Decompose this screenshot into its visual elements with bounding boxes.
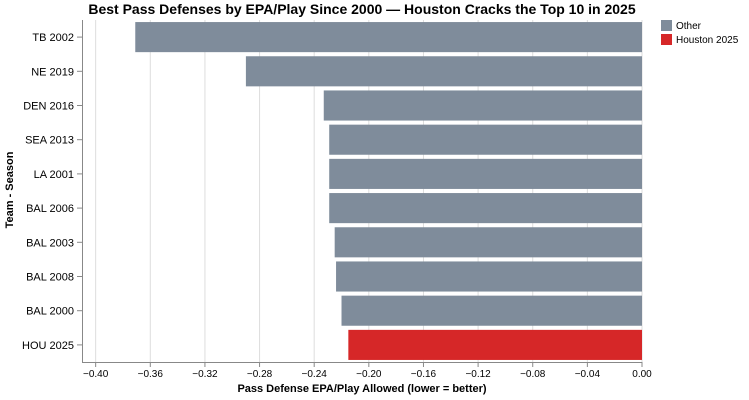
legend: Other Houston 2025 [661, 20, 739, 46]
y-tick-label: HOU 2025 [22, 340, 74, 352]
y-tick-label: DEN 2016 [23, 101, 74, 113]
x-tick-label: −0.08 [520, 369, 546, 380]
legend-label: Houston 2025 [676, 35, 739, 46]
y-tick-label: LA 2001 [34, 169, 74, 181]
x-axis-title: Pass Defense EPA/Play Allowed (lower = b… [237, 383, 486, 395]
x-tick-label: 0.00 [632, 369, 652, 380]
chart-title: Best Pass Defenses by EPA/Play Since 200… [88, 1, 635, 17]
x-tick-label: −0.28 [247, 369, 273, 380]
legend-swatch [661, 20, 672, 31]
x-tick-label: −0.32 [192, 369, 218, 380]
x-tick-label: −0.12 [465, 369, 491, 380]
x-tick-label: −0.24 [302, 369, 328, 380]
y-tick-label: BAL 2008 [26, 272, 74, 284]
y-tick-label: NE 2019 [31, 66, 74, 78]
bar [329, 124, 642, 155]
bar [245, 56, 642, 87]
x-tick-label: −0.04 [575, 369, 601, 380]
x-tick-label: −0.36 [138, 369, 164, 380]
y-tick-label: TB 2002 [32, 32, 74, 44]
bars [135, 22, 642, 360]
x-axis: −0.40 −0.36 −0.32 −0.28 −0.24 −0.20 −0.16 −0.12… [82, 362, 652, 380]
bar [341, 295, 642, 326]
x-tick-label: −0.16 [411, 369, 437, 380]
bar [336, 261, 642, 292]
y-tick-label: SEA 2013 [25, 135, 74, 147]
y-axis: TB 2002 NE 2019 DEN 2016 SEA 2013 LA 2001 BAL… [22, 20, 83, 362]
x-tick-label: −0.20 [356, 369, 382, 380]
y-tick-label: BAL 2000 [26, 306, 74, 318]
y-tick-label: BAL 2006 [26, 203, 74, 215]
x-tick-label: −0.40 [83, 369, 109, 380]
bar [329, 193, 642, 224]
y-tick-label: BAL 2003 [26, 237, 74, 249]
bar [329, 158, 642, 189]
bar [323, 90, 642, 121]
bar [348, 329, 642, 360]
bar [135, 22, 642, 53]
legend-swatch [661, 34, 672, 45]
y-axis-title: Team - Season [4, 151, 16, 228]
legend-label: Other [676, 21, 702, 32]
bar [334, 227, 642, 258]
